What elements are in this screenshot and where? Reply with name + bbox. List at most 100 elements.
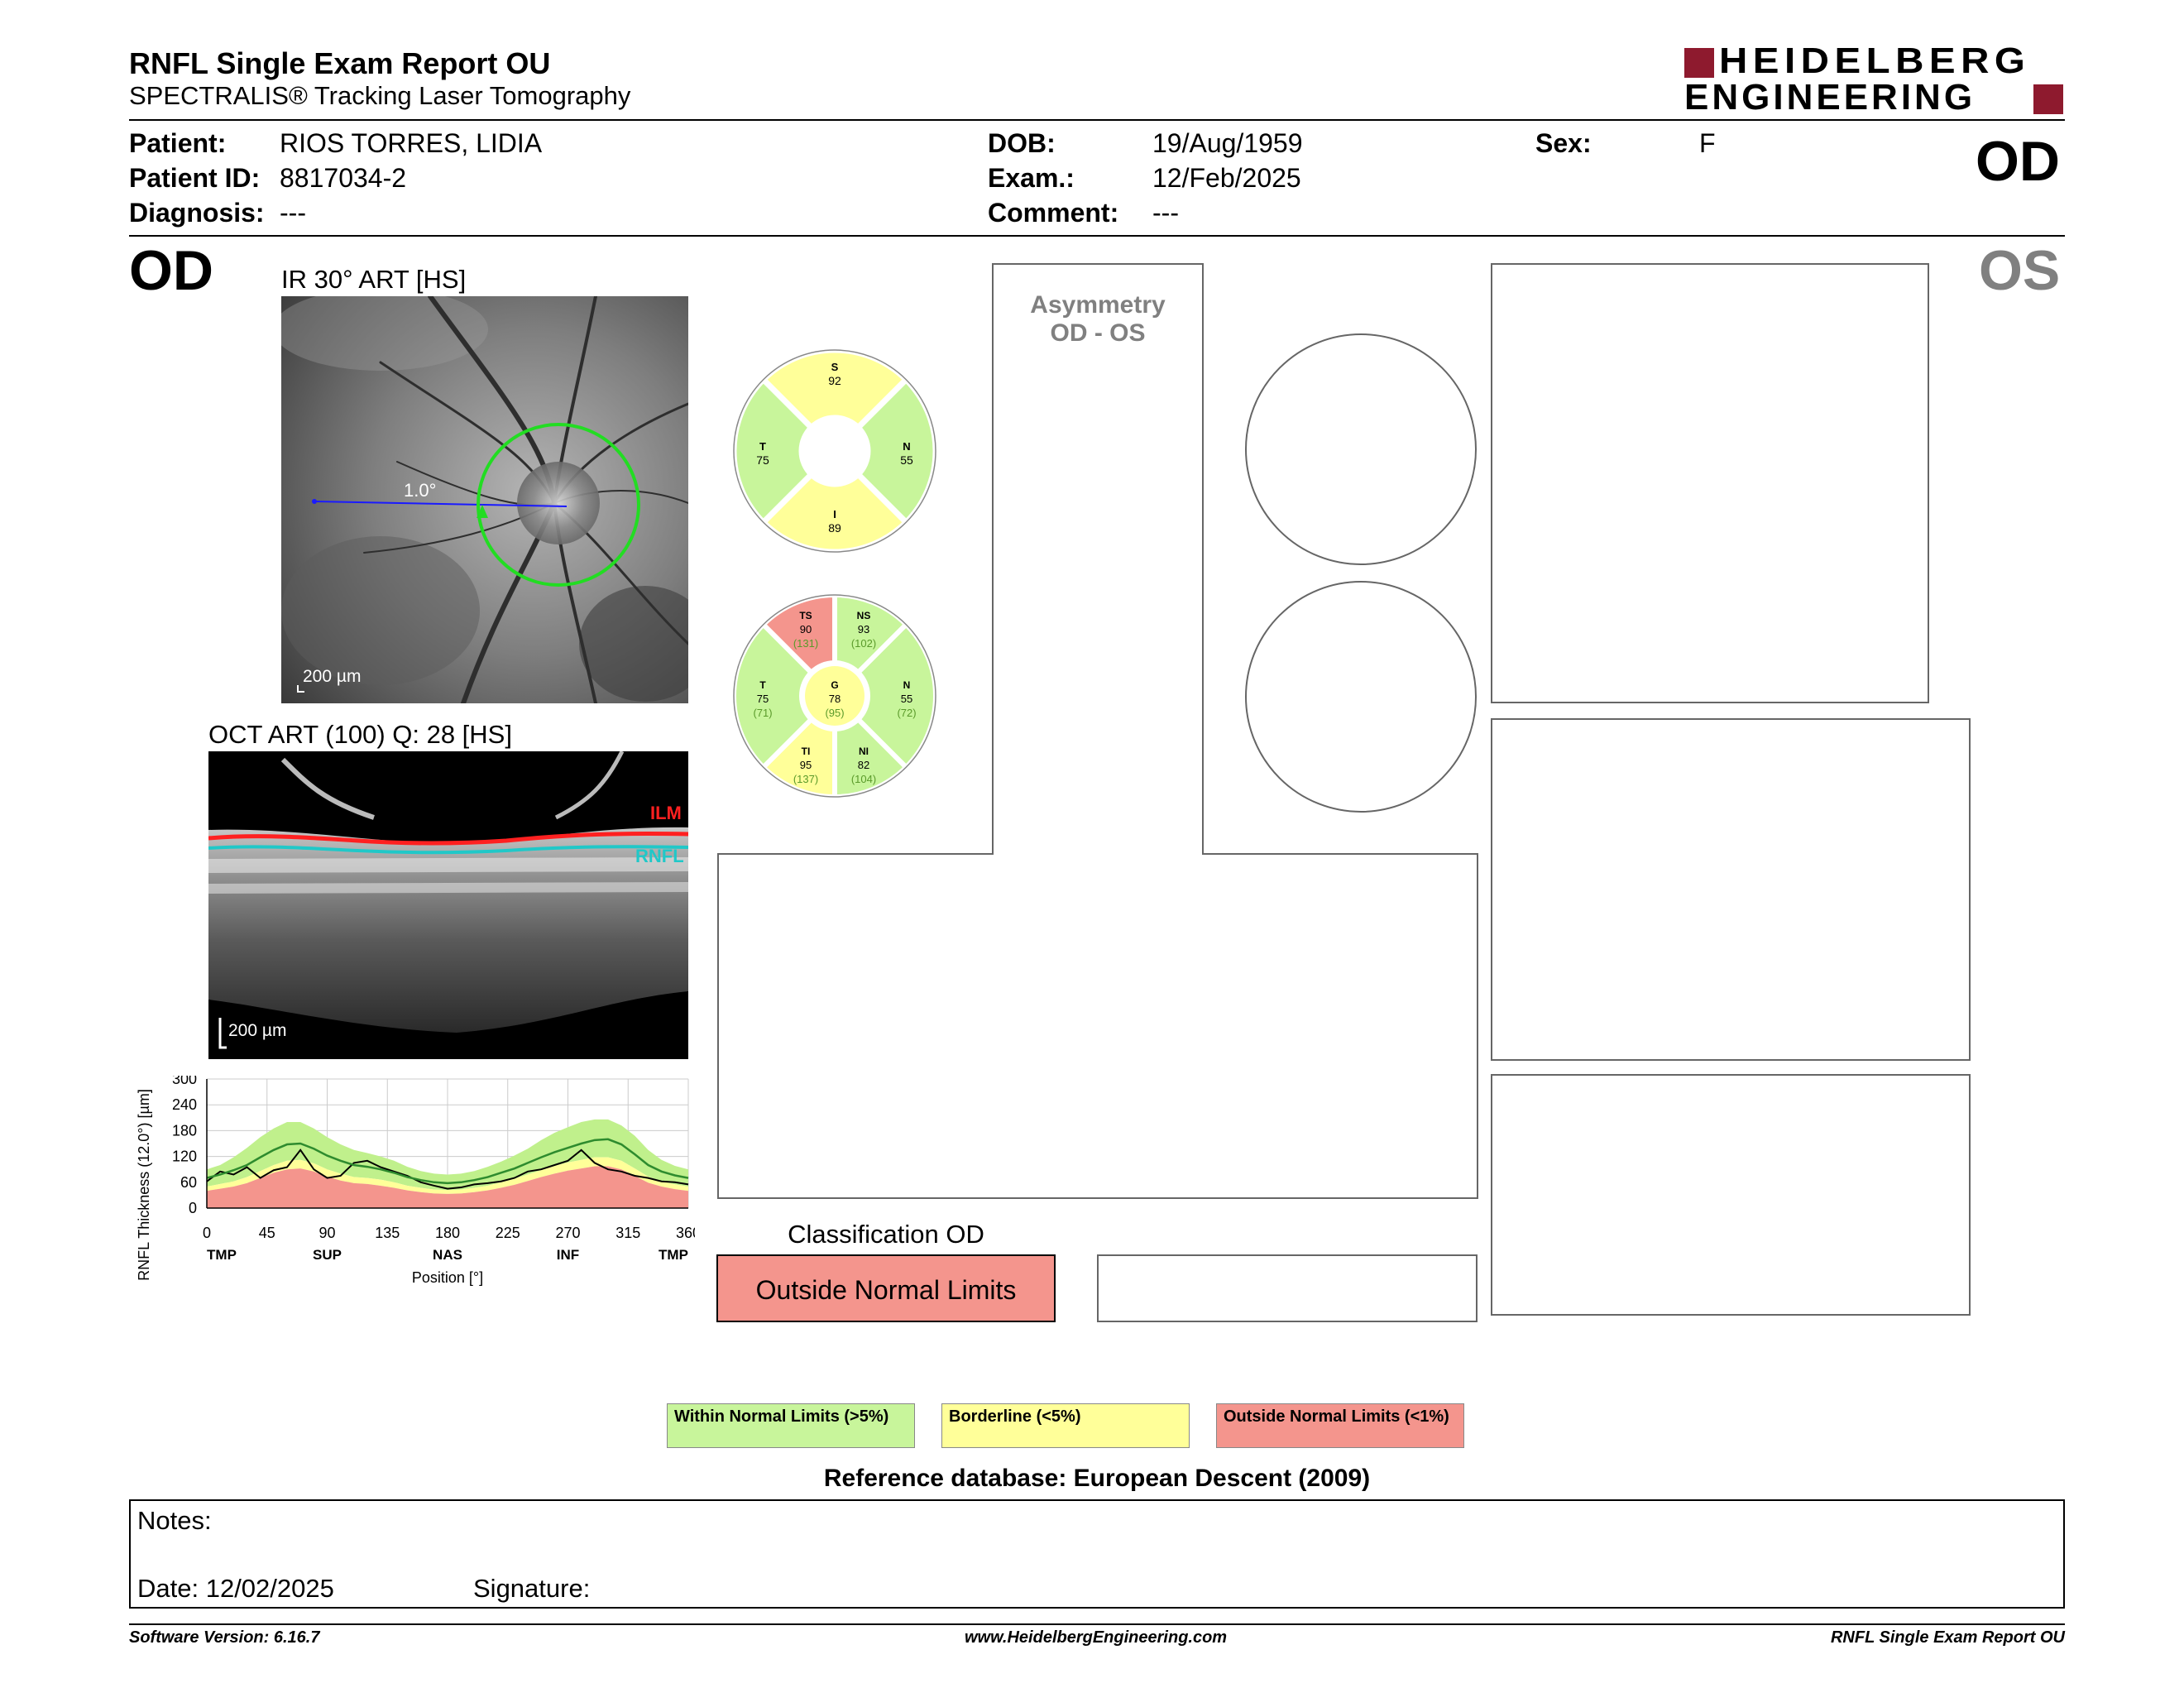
- footer-rule: [129, 1623, 2065, 1625]
- ir-image: 1.0° 200 µm: [281, 296, 688, 703]
- rnfl-thickness-chart: 0 60 120 180 240 300 0 45 90 135 180 225 270 315 360 TM…: [132, 1071, 701, 1307]
- y-tick-label: 120: [172, 1149, 197, 1165]
- x-tick-label: 180: [435, 1225, 460, 1241]
- sector-TS-label: TS: [799, 610, 812, 621]
- ir-title: IR 30° ART [HS]: [281, 265, 467, 294]
- sector-N-reference: (72): [897, 707, 916, 719]
- sector-NI-reference: (104): [851, 773, 876, 785]
- sector-NI-label: NI: [859, 746, 869, 757]
- y-tick-label: 60: [180, 1174, 197, 1191]
- x-tick-label: 315: [615, 1225, 640, 1241]
- y-tick-label: 300: [172, 1076, 197, 1087]
- sector-N-value: 55: [901, 693, 912, 705]
- asymmetry-title-line2: OD - OS: [1050, 319, 1146, 347]
- brand-logo: HEIDELBERG ENGINEERING: [1684, 43, 2065, 117]
- sector-NI-value: 82: [858, 759, 869, 771]
- sector-label: TMP: [207, 1247, 237, 1263]
- normal-mean-line: [206, 1138, 689, 1185]
- sector-G-value: 78: [829, 693, 841, 705]
- os-quadrant-placeholder: [1245, 333, 1477, 565]
- asymmetry-title-line1: Asymmetry: [1030, 291, 1166, 319]
- brand-square-top: [1684, 48, 1714, 78]
- borderline-band: [207, 1157, 688, 1194]
- dob-label: DOB:: [988, 128, 1056, 158]
- brand-square-bottom: [2033, 84, 2063, 114]
- os-oct-panel: [1491, 718, 1971, 1061]
- quadrant-N-value: 55: [900, 453, 913, 467]
- y-tick-label: 240: [172, 1096, 197, 1113]
- legend-borderline: Borderline (<5%): [941, 1403, 1190, 1448]
- sector-TI-reference: (137): [793, 773, 818, 785]
- patient-id: 8817034-2: [280, 163, 407, 193]
- quadrant-N-label: N: [903, 440, 910, 453]
- rnfl-chart-svg: 0 60 120 180 240 300 0 45 90 135 180 225 270 315 360 TM…: [136, 1071, 701, 1286]
- notes-label: Notes:: [137, 1506, 212, 1535]
- os-sector-placeholder: [1245, 581, 1477, 813]
- x-tick-label: 90: [318, 1225, 335, 1241]
- comment-label: Comment:: [988, 198, 1119, 228]
- sector-NS-value: 93: [858, 623, 869, 635]
- sector-NS-label: NS: [857, 610, 871, 621]
- x-axis-label: Position [°]: [412, 1269, 483, 1286]
- sector-svg: TS 90 (131) NS 93 (102) T 75 (71) N 55 (72) G 78 (95) T…: [731, 592, 938, 800]
- sector-TI-value: 95: [800, 759, 812, 771]
- sector-G-label: G: [831, 679, 838, 691]
- fundus-image: [281, 296, 688, 703]
- quadrant-T-label: T: [759, 440, 766, 453]
- footer-report-name: RNFL Single Exam Report OU: [1830, 1628, 2065, 1647]
- report-title: RNFL Single Exam Report OU: [129, 46, 551, 80]
- diagnosis-label: Diagnosis:: [129, 198, 265, 228]
- oct-title: OCT ART (100) Q: 28 [HS]: [208, 720, 512, 749]
- patient-rule: [129, 235, 2065, 237]
- x-tick-label: 0: [203, 1225, 211, 1241]
- sector-T-reference: (71): [753, 707, 772, 719]
- sector-N-label: N: [903, 679, 911, 691]
- os-ir-panel: [1491, 263, 1929, 703]
- x-tick-label: 360: [676, 1225, 695, 1241]
- y-tick-label: 0: [189, 1200, 197, 1216]
- notes-signature: Signature:: [473, 1574, 591, 1603]
- oct-ilm-label: ILM: [650, 803, 682, 823]
- quadrant-I-value: 89: [828, 521, 841, 535]
- sector-TS-value: 90: [800, 623, 812, 635]
- asymmetry-frame: [717, 263, 1478, 1199]
- patient-id-label: Patient ID:: [129, 163, 261, 193]
- sector-label: INF: [557, 1247, 579, 1263]
- od-eye-label: OD: [129, 239, 213, 302]
- brand-line2: ENGINEERING: [1684, 77, 1976, 117]
- quadrant-T-value: 75: [756, 453, 769, 467]
- outside-band: [207, 1166, 688, 1208]
- x-tick-label: 270: [555, 1225, 580, 1241]
- sex-value: F: [1699, 128, 1716, 158]
- legend-outside: Outside Normal Limits (<1%): [1216, 1403, 1464, 1448]
- quadrant-S-value: 92: [828, 374, 841, 387]
- x-tick-label: 225: [496, 1225, 520, 1241]
- ir-scale-label: 200 µm: [303, 667, 362, 686]
- y-tick-label: 180: [172, 1122, 197, 1139]
- oct-rnfl-label: RNFL: [635, 846, 684, 866]
- legend-within: Within Normal Limits (>5%): [667, 1403, 915, 1448]
- dob-value: 19/Aug/1959: [1152, 128, 1303, 158]
- y-axis-label: RNFL Thickness (12.0°) [µm]: [136, 1089, 152, 1281]
- sector-label: NAS: [433, 1247, 462, 1263]
- sector-TI-label: TI: [802, 746, 811, 757]
- ir-angle-label: 1.0°: [404, 480, 437, 501]
- sector-chart: TS 90 (131) NS 93 (102) T 75 (71) N 55 (72) G 78 (95) T…: [731, 592, 938, 800]
- sector-label: SUP: [313, 1247, 342, 1263]
- exam-value: 12/Feb/2025: [1152, 163, 1301, 193]
- classification-result: Outside Normal Limits: [716, 1254, 1056, 1322]
- patient-name: RIOS TORRES, LIDIA: [280, 128, 543, 158]
- sector-NS-reference: (102): [851, 637, 876, 650]
- sector-G-reference: (95): [825, 707, 844, 719]
- os-eye-label: OS: [1979, 239, 2061, 302]
- sector-T-label: T: [759, 679, 766, 691]
- oct-image: ILM RNFL 200 µm: [208, 751, 688, 1059]
- quadrant-outline: [733, 349, 936, 553]
- patient-label: Patient:: [129, 128, 227, 158]
- reference-database: Reference database: European Descent (20…: [823, 1465, 1371, 1492]
- classification-title: Classification OD: [788, 1220, 984, 1249]
- sector-T-value: 75: [757, 693, 769, 705]
- measured-thickness-line: [206, 1149, 689, 1190]
- eye-badge: OD: [1976, 130, 2060, 193]
- x-tick-label: 135: [375, 1225, 400, 1241]
